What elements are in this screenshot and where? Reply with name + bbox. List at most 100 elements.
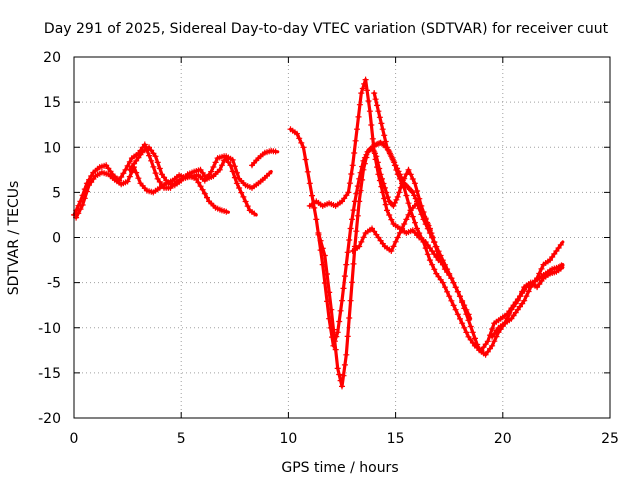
data-point-marker bbox=[195, 179, 202, 186]
data-point-marker bbox=[133, 169, 140, 176]
data-point-marker bbox=[358, 238, 365, 245]
data-point-marker bbox=[79, 202, 86, 208]
data-point-marker bbox=[491, 330, 498, 337]
data-point-marker bbox=[135, 175, 142, 182]
data-point-marker bbox=[381, 195, 388, 202]
data-point-marker bbox=[324, 271, 330, 277]
data-point-marker bbox=[337, 377, 344, 384]
data-point-marker bbox=[428, 230, 435, 237]
data-point-marker bbox=[201, 190, 208, 197]
data-point-marker bbox=[221, 157, 228, 164]
data-point-marker bbox=[161, 174, 168, 181]
data-point-marker bbox=[124, 162, 131, 169]
data-point-marker bbox=[75, 202, 82, 209]
data-point-marker bbox=[345, 189, 352, 196]
y-tick-label: 0 bbox=[52, 231, 61, 247]
data-point-marker bbox=[474, 341, 481, 348]
data-point-marker bbox=[357, 187, 364, 194]
y-tick-label: -15 bbox=[38, 366, 61, 382]
y-tick-label: 10 bbox=[43, 140, 61, 156]
data-point-marker bbox=[363, 154, 370, 161]
data-point-marker bbox=[75, 210, 82, 217]
data-point-marker bbox=[369, 135, 376, 142]
data-point-marker bbox=[238, 189, 245, 196]
data-point-marker bbox=[336, 318, 343, 325]
data-point-marker bbox=[401, 221, 408, 227]
data-point-marker bbox=[148, 147, 155, 154]
data-point-marker bbox=[414, 198, 420, 205]
data-series bbox=[71, 76, 565, 390]
data-point-marker bbox=[272, 148, 279, 155]
data-point-marker bbox=[240, 193, 247, 200]
chart-title: Day 291 of 2025, Sidereal Day-to-day VTE… bbox=[44, 21, 609, 37]
data-point-marker bbox=[304, 168, 311, 175]
data-point-marker bbox=[398, 174, 405, 181]
data-point-marker bbox=[236, 185, 243, 191]
data-point-marker bbox=[506, 311, 513, 317]
data-point-marker bbox=[411, 180, 418, 187]
x-tick-label: 20 bbox=[494, 431, 512, 447]
data-point-marker bbox=[349, 162, 356, 169]
data-point-marker bbox=[298, 139, 305, 146]
data-point-marker bbox=[88, 179, 95, 186]
data-point-marker bbox=[126, 166, 133, 173]
data-point-marker bbox=[379, 126, 386, 133]
data-point-marker bbox=[467, 323, 474, 330]
data-point-marker bbox=[356, 198, 363, 205]
data-point-marker bbox=[435, 252, 442, 259]
data-point-marker bbox=[354, 212, 361, 219]
data-point-marker bbox=[375, 108, 382, 115]
data-point-marker bbox=[313, 216, 320, 223]
y-tick-label: -5 bbox=[47, 276, 61, 292]
x-axis-title: GPS time / hours bbox=[281, 460, 398, 476]
data-point-marker bbox=[375, 171, 382, 178]
data-point-marker bbox=[450, 302, 457, 309]
x-tick-label: 15 bbox=[387, 431, 405, 447]
y-tick-label: 20 bbox=[43, 50, 61, 66]
data-point-marker bbox=[317, 237, 324, 244]
data-point-marker bbox=[120, 170, 127, 177]
data-point-marker bbox=[457, 293, 463, 300]
series-track-4 bbox=[249, 147, 280, 169]
data-point-marker bbox=[360, 234, 367, 241]
data-point-marker bbox=[454, 311, 461, 318]
data-point-marker bbox=[361, 80, 368, 87]
data-point-marker bbox=[350, 207, 357, 214]
data-point-marker bbox=[437, 257, 444, 264]
data-point-marker bbox=[81, 195, 88, 202]
data-point-marker bbox=[429, 261, 436, 268]
data-point-marker bbox=[328, 306, 335, 313]
data-point-marker bbox=[442, 284, 448, 291]
y-tick-label: -20 bbox=[38, 411, 61, 427]
data-point-marker bbox=[469, 329, 476, 336]
data-point-marker bbox=[356, 243, 363, 250]
data-point-marker bbox=[388, 216, 395, 223]
data-point-marker bbox=[212, 159, 219, 166]
data-point-marker bbox=[216, 166, 223, 173]
grid-lines bbox=[74, 57, 610, 418]
series-track-10 bbox=[489, 240, 565, 340]
data-point-marker bbox=[210, 164, 217, 170]
series-line bbox=[316, 145, 565, 388]
data-point-marker bbox=[417, 204, 423, 211]
data-point-marker bbox=[306, 180, 313, 187]
data-point-marker bbox=[412, 219, 418, 226]
data-point-marker bbox=[412, 195, 419, 202]
data-point-marker bbox=[414, 188, 421, 194]
data-point-marker bbox=[126, 173, 133, 180]
data-point-marker bbox=[302, 156, 309, 163]
data-point-marker bbox=[405, 200, 412, 207]
data-point-marker bbox=[381, 132, 388, 139]
data-point-marker bbox=[409, 176, 416, 182]
series-track-3 bbox=[126, 144, 273, 191]
data-point-marker bbox=[439, 279, 446, 286]
data-point-marker bbox=[472, 335, 478, 342]
data-point-marker bbox=[396, 189, 403, 196]
data-point-marker bbox=[309, 192, 315, 199]
data-point-marker bbox=[154, 175, 161, 182]
data-point-marker bbox=[454, 288, 461, 295]
data-point-marker bbox=[366, 108, 373, 115]
data-point-marker bbox=[358, 90, 365, 97]
data-point-marker bbox=[547, 257, 553, 264]
data-point-marker bbox=[359, 176, 366, 183]
